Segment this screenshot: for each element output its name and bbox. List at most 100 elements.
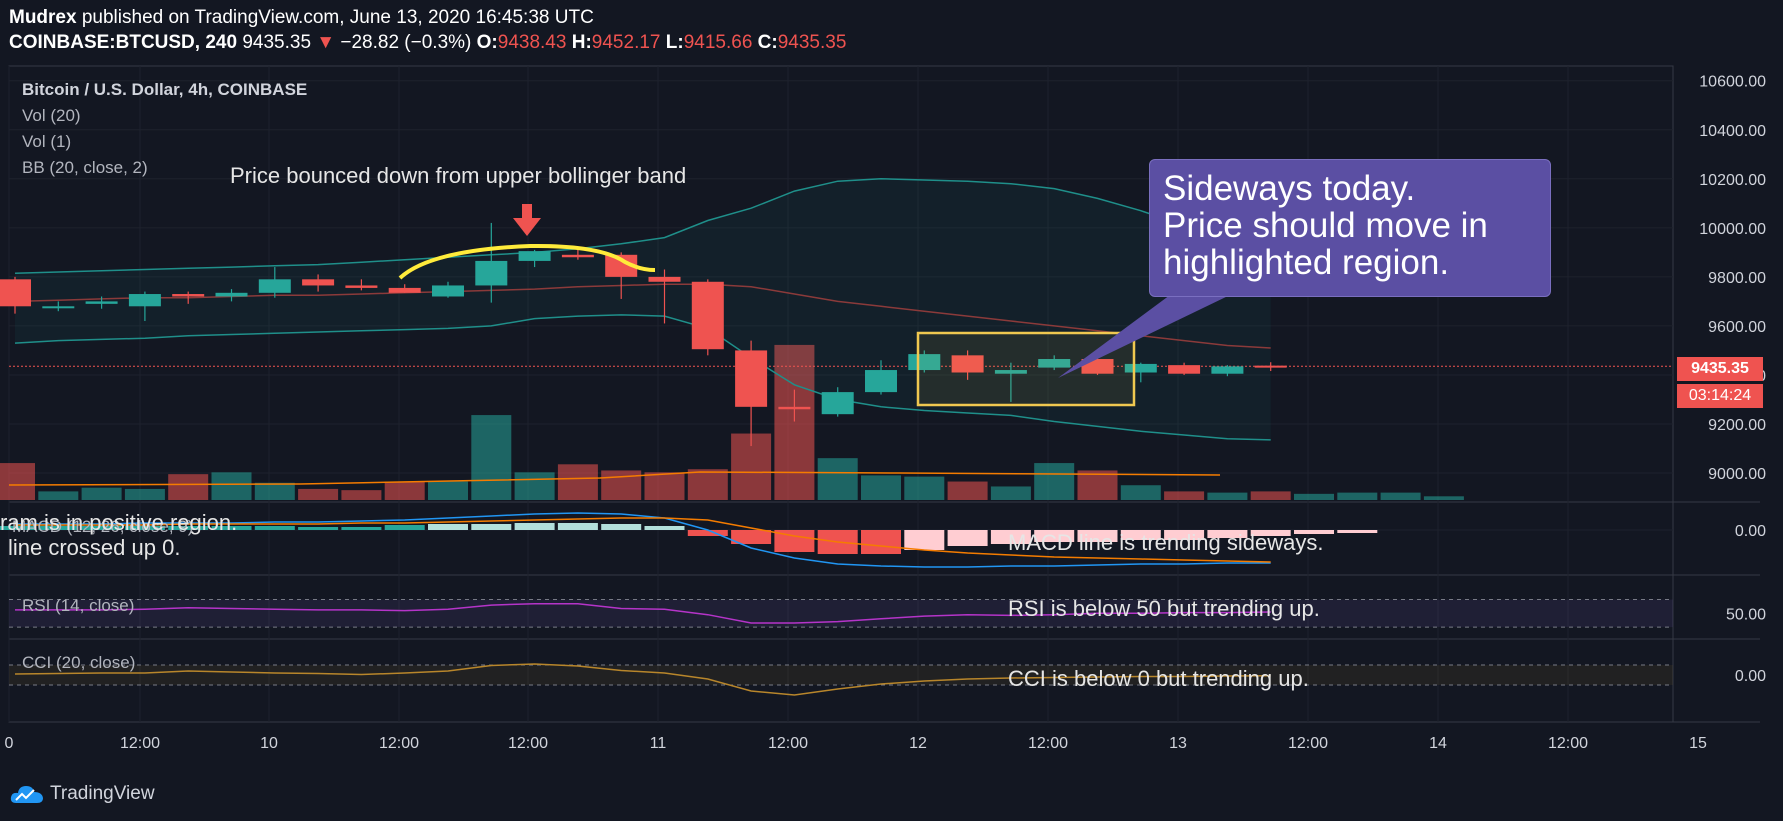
candle-body [865,370,897,393]
legend-rsi: RSI (14, close) [22,596,135,615]
volume-bar [1164,491,1205,500]
last-price-tag: 9435.35 [1677,357,1763,381]
last-price: 9435.35 [242,32,312,53]
volume-bar [428,481,468,500]
candle-body [388,287,421,293]
volume-bar [298,488,339,500]
candle-body [128,294,161,307]
price-tick-label: 9000.00 [1708,466,1766,483]
time-tick-label: 12:00 [379,735,419,752]
candle-body [172,294,205,297]
price-tick-label: 10600.00 [1699,74,1766,91]
published-text: published on TradingView.com, June 13, 2… [81,7,594,28]
rsi-tick-label: 50.00 [1726,606,1766,623]
candle-body [432,285,464,297]
bounce-annotation: Price bounced down from upper bollinger … [230,163,687,188]
time-tick-label: 12:00 [120,735,160,752]
macd-histogram-bar [1250,530,1291,536]
time-tick-label: 12:00 [1028,735,1068,752]
macd-histogram-bar [38,526,79,530]
candle-body [302,279,335,286]
candle-body [691,281,724,350]
sideways-callout: Sideways today. Price should move in hig… [1149,159,1551,297]
footer-brand[interactable]: TradingView [10,783,155,805]
macd-histogram-bar [514,523,555,530]
bb-upper-line [14,178,1271,274]
volume-bar [384,481,425,500]
rsi-line [15,602,1271,624]
volume-bar [38,491,79,500]
volume-bar [947,481,988,500]
volume-bar [1077,470,1118,500]
tradingview-cloud-icon [10,786,43,803]
volume-bar [124,488,165,500]
volume-bar [254,482,295,500]
macd-histogram-bar [81,526,122,530]
macd-left-note-2: line crossed up 0. [8,535,181,560]
candle-body [951,355,984,373]
candle-body [518,251,551,261]
legend-bb: BB (20, close, 2) [22,158,148,177]
legend-vol20: Vol (20) [22,106,81,125]
macd-histogram-bar [601,524,642,530]
candle-body [821,392,854,415]
macd-signal-line [15,517,1271,563]
volume-bar [341,490,382,500]
open-value: 9438.43 [497,32,567,53]
volume-bar [1294,493,1334,500]
macd-histogram-bar [687,530,728,536]
volume-bar [1380,492,1421,500]
volume-bar [514,472,555,500]
candle-body [0,279,31,307]
candle-body [648,276,681,282]
publish-line: Mudrex published on TradingView.com, Jun… [9,7,594,29]
candle-body [1038,359,1071,368]
volume-bar [471,415,512,500]
candle-body [1211,366,1244,374]
macd-histogram-bar [904,530,945,550]
candle-body [345,285,378,288]
cci-band [9,665,1673,685]
macd-histogram-bar [990,530,1031,544]
bb-basis-line [14,283,1271,349]
candle-body [1124,363,1157,373]
macd-tick-label: 0.00 [1735,523,1766,540]
rsi-band [9,599,1673,628]
candle-body [258,279,291,293]
volume-bar [1034,463,1075,500]
volume-bar [168,474,209,500]
macd-histogram-bar [1164,530,1205,540]
macd-histogram-bar [471,524,512,530]
time-tick-label: 10 [260,735,278,752]
volume-bar [1423,496,1464,500]
price-tick-label: 9800.00 [1708,270,1766,287]
macd-histogram-bar [861,530,901,554]
volume-bar [557,464,598,500]
volume-bar [904,476,945,500]
macd-histogram-bar [211,526,252,530]
callout-line-1: Sideways today. [1163,169,1416,208]
macd-histogram-bar [731,530,772,544]
legend-title: Bitcoin / U.S. Dollar, 4h, COINBASE [22,80,308,99]
candle-body [735,350,768,407]
macd-left-note-1: ram is in positive region. [0,510,238,535]
time-tick-label: 12 [909,735,927,752]
price-tick-label: 10000.00 [1699,221,1766,238]
volume-bar [644,472,685,500]
candle-body [215,292,248,297]
rsi-note: RSI is below 50 but trending up. [1008,596,1320,621]
time-tick-label: 12:00 [768,735,808,752]
macd-histogram-bar [0,526,35,530]
close-value: 9435.35 [777,32,847,53]
time-tick-label: 12:00 [1288,735,1328,752]
volume-bar [861,475,901,500]
volume-bar [990,486,1031,500]
macd-histogram-bar [1034,530,1075,542]
countdown-tag: 03:14:24 [1677,384,1763,408]
macd-histogram-bar [1120,530,1161,540]
open-label: O: [476,32,498,53]
price-tick-label: 10200.00 [1699,172,1766,189]
down-arrow-icon [522,204,532,218]
macd-histogram-bar [298,527,339,530]
